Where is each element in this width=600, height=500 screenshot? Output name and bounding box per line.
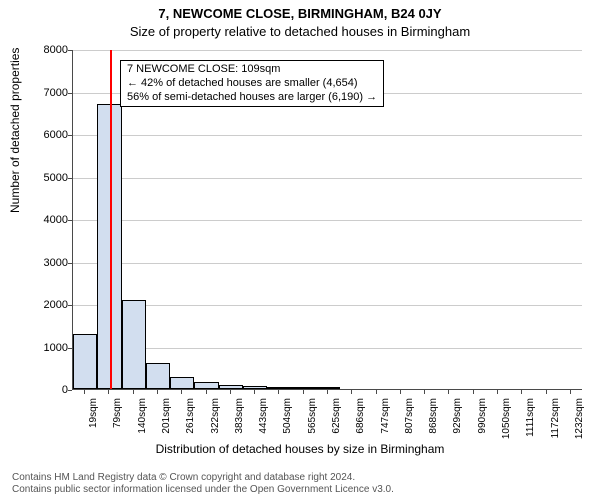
histogram-bar — [316, 387, 340, 389]
annotation-line2: ← 42% of detached houses are smaller (4,… — [127, 77, 377, 91]
y-tick-label: 6000 — [8, 129, 68, 141]
x-tick-mark — [157, 390, 158, 394]
y-tick-label: 7000 — [8, 87, 68, 99]
annotation-line3: 56% of semi-detached houses are larger (… — [127, 91, 377, 105]
histogram-bar — [219, 385, 243, 389]
histogram-bar — [243, 386, 267, 389]
x-tick-mark — [448, 390, 449, 394]
x-tick-mark — [278, 390, 279, 394]
gridline — [73, 50, 582, 51]
marker-line — [110, 50, 112, 389]
x-tick-mark — [400, 390, 401, 394]
histogram-bar — [267, 387, 291, 389]
histogram-bar — [170, 377, 194, 389]
x-tick-mark — [473, 390, 474, 394]
chart-container: 7, NEWCOME CLOSE, BIRMINGHAM, B24 0JY Si… — [0, 0, 600, 500]
y-tick-label: 1000 — [8, 342, 68, 354]
gridline — [73, 305, 582, 306]
histogram-bar — [146, 363, 170, 389]
x-tick-mark — [133, 390, 134, 394]
gridline — [73, 348, 582, 349]
annotation-line1: 7 NEWCOME CLOSE: 109sqm — [127, 63, 377, 77]
x-tick-mark — [546, 390, 547, 394]
x-tick-mark — [351, 390, 352, 394]
y-tick-label: 2000 — [8, 299, 68, 311]
x-tick-mark — [424, 390, 425, 394]
y-tick-label: 4000 — [8, 214, 68, 226]
x-tick-mark — [206, 390, 207, 394]
gridline — [73, 178, 582, 179]
annotation-box: 7 NEWCOME CLOSE: 109sqm ← 42% of detache… — [120, 60, 384, 107]
histogram-bar — [292, 387, 316, 389]
gridline — [73, 263, 582, 264]
chart-title-line1: 7, NEWCOME CLOSE, BIRMINGHAM, B24 0JY — [0, 6, 600, 21]
chart-title-line2: Size of property relative to detached ho… — [0, 24, 600, 39]
x-tick-mark — [497, 390, 498, 394]
histogram-bar — [122, 300, 146, 389]
gridline — [73, 135, 582, 136]
x-tick-mark — [327, 390, 328, 394]
y-tick-label: 5000 — [8, 172, 68, 184]
x-tick-mark — [570, 390, 571, 394]
x-tick-mark — [254, 390, 255, 394]
x-axis-label: Distribution of detached houses by size … — [0, 442, 600, 456]
y-tick-label: 3000 — [8, 257, 68, 269]
x-tick-mark — [108, 390, 109, 394]
footer-line1: Contains HM Land Registry data © Crown c… — [12, 472, 394, 484]
x-tick-mark — [181, 390, 182, 394]
y-tick-label: 0 — [8, 384, 68, 396]
x-tick-mark — [376, 390, 377, 394]
x-tick-mark — [303, 390, 304, 394]
y-tick-label: 8000 — [8, 44, 68, 56]
footer-line2: Contains public sector information licen… — [12, 484, 394, 496]
gridline — [73, 220, 582, 221]
x-tick-mark — [521, 390, 522, 394]
histogram-bar — [194, 382, 218, 389]
y-tick-mark — [68, 390, 72, 391]
x-tick-mark — [230, 390, 231, 394]
x-tick-mark — [84, 390, 85, 394]
footer: Contains HM Land Registry data © Crown c… — [12, 472, 394, 496]
histogram-bar — [73, 334, 97, 389]
